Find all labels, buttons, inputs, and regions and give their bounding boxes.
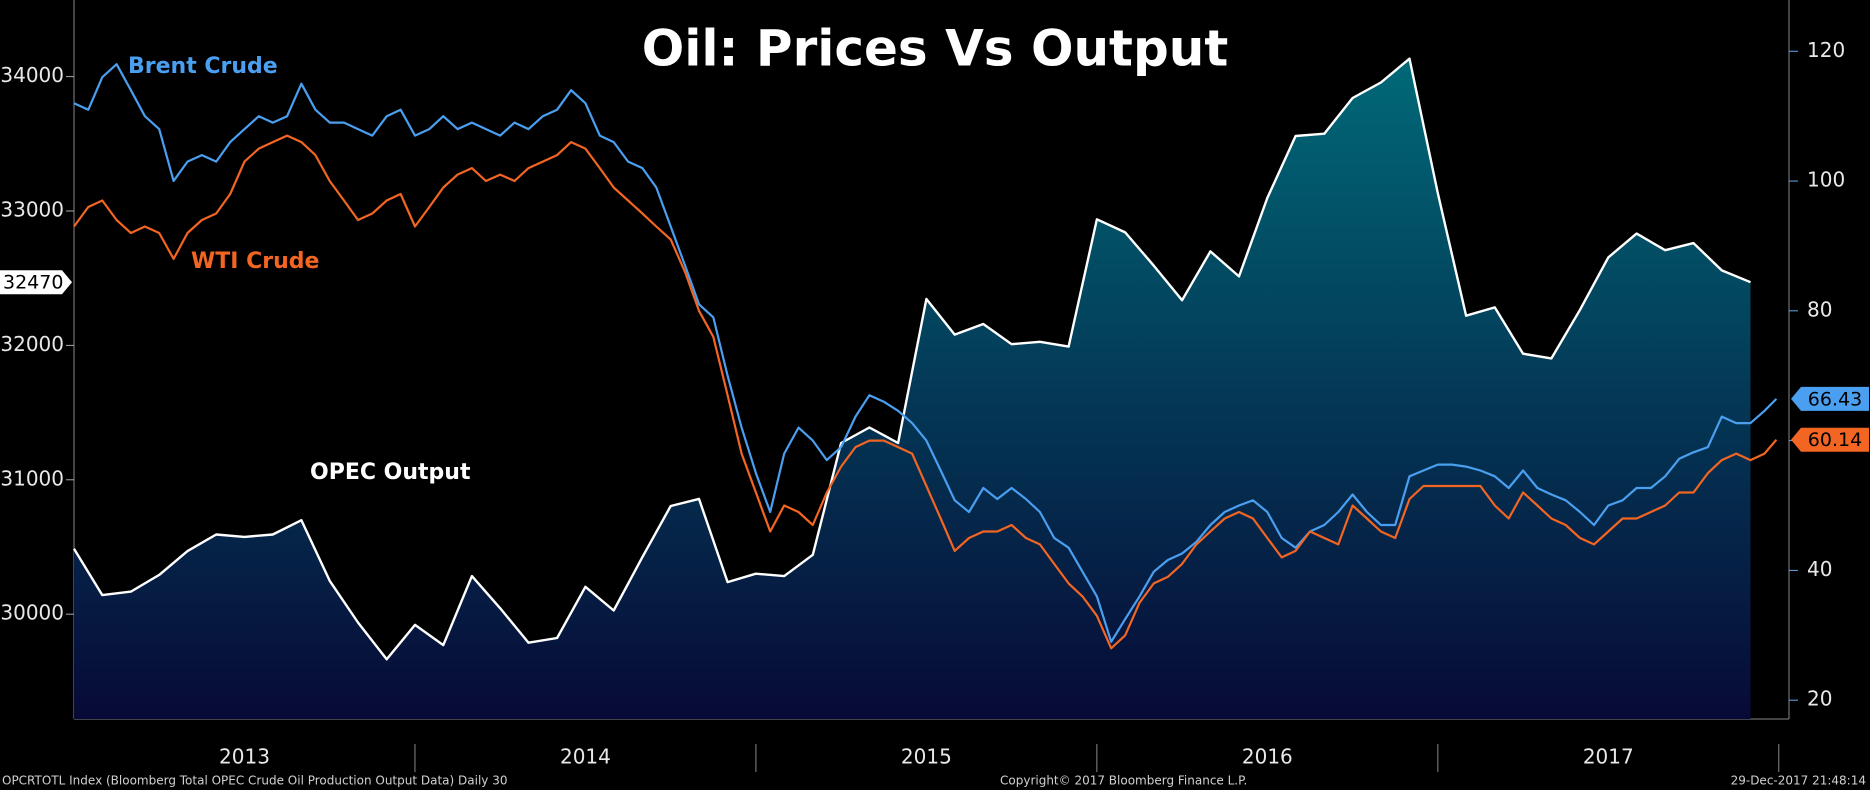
plot-area <box>66 0 1798 772</box>
y2-tick-label: 40 <box>1807 557 1832 581</box>
y-tick-label: 31000 <box>0 466 64 490</box>
series-label: WTI Crude <box>191 249 319 274</box>
last-value-tag <box>1791 427 1869 452</box>
x-tick-label: 2016 <box>1242 745 1293 769</box>
series-label: Brent Crude <box>128 54 278 79</box>
y2-tick-label: 20 <box>1807 687 1832 711</box>
y2-tick-label: 120 <box>1807 38 1845 62</box>
y-tick-label: 34000 <box>0 63 64 87</box>
y-tick-label: 32000 <box>0 332 64 356</box>
series-line <box>72 57 1751 661</box>
last-value-tag <box>1791 386 1869 411</box>
x-tick-label: 2015 <box>901 745 952 769</box>
y2-tick-label: 80 <box>1807 297 1832 321</box>
series-label: OPEC Output <box>310 460 471 485</box>
last-value-label: 32470 <box>3 272 63 294</box>
footer-source: OPCRTOTL Index (Bloomberg Total OPEC Cru… <box>2 774 507 788</box>
series-line <box>73 134 1778 650</box>
last-value-label: 66.43 <box>1808 388 1862 410</box>
x-tick-label: 2017 <box>1583 745 1634 769</box>
last-value-label: 60.14 <box>1808 429 1862 451</box>
y-tick-label: 33000 <box>0 197 64 221</box>
footer-timestamp: 29-Dec-2017 21:48:14 <box>1731 774 1866 788</box>
y2-tick-label: 100 <box>1807 168 1845 192</box>
y-tick-label: 30000 <box>0 601 64 625</box>
x-tick-label: 2013 <box>219 745 270 769</box>
chart-title: Oil: Prices Vs Output <box>642 20 1229 78</box>
last-value-tag <box>0 270 72 295</box>
x-tick-label: 2014 <box>560 745 611 769</box>
series-area <box>74 58 1751 719</box>
footer-copyright: Copyright© 2017 Bloomberg Finance L.P. <box>1000 774 1247 788</box>
series-line <box>73 63 1778 643</box>
